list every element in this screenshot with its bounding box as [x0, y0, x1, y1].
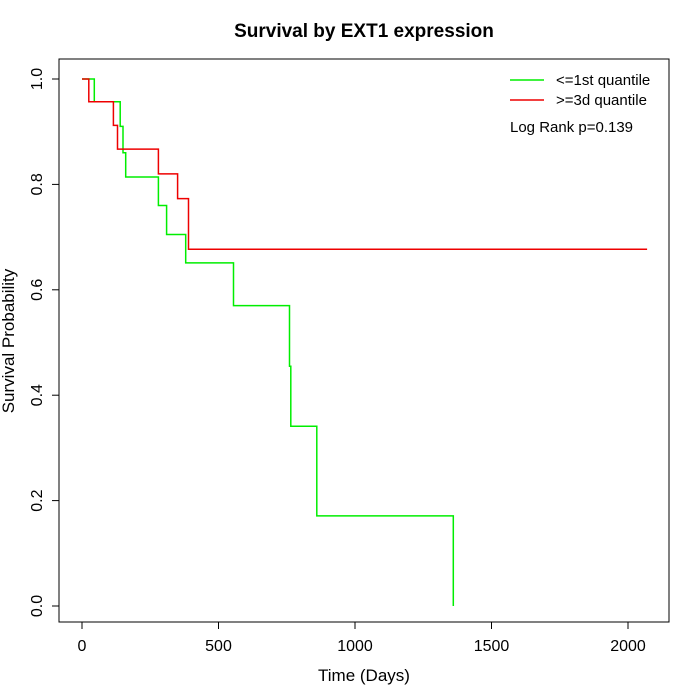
x-tick-label: 1500: [474, 638, 510, 655]
x-tick-label: 500: [205, 638, 232, 655]
x-tick-label: 2000: [610, 638, 646, 655]
x-axis: 0 500 1000 1500 2000: [78, 621, 646, 655]
series-layer: [82, 78, 648, 606]
x-tick-label: 0: [78, 638, 87, 655]
legend-label-1: <=1st quantile: [556, 72, 650, 89]
series-line-1: [82, 78, 455, 606]
y-tick-label: 0.4: [29, 384, 46, 406]
legend-label-2: >=3d quantile: [556, 92, 647, 109]
x-axis-label: Time (Days): [318, 666, 410, 685]
y-axis-label: Survival Probability: [0, 268, 18, 413]
chart-title: Survival by EXT1 expression: [234, 21, 494, 42]
y-tick-label: 0.0: [29, 595, 46, 617]
log-rank-annotation: Log Rank p=0.139: [510, 119, 633, 136]
plot-area-frame: [58, 58, 670, 623]
y-axis: 0.0 0.2 0.4 0.6 0.8 1.0: [29, 68, 60, 617]
x-tick-label: 1000: [337, 638, 373, 655]
y-tick-label: 0.8: [29, 173, 46, 195]
y-tick-label: 1.0: [29, 68, 46, 90]
y-tick-label: 0.6: [29, 279, 46, 301]
legend: <=1st quantile >=3d quantile: [510, 72, 650, 109]
series-line-2: [82, 78, 648, 250]
y-tick-label: 0.2: [29, 489, 46, 511]
